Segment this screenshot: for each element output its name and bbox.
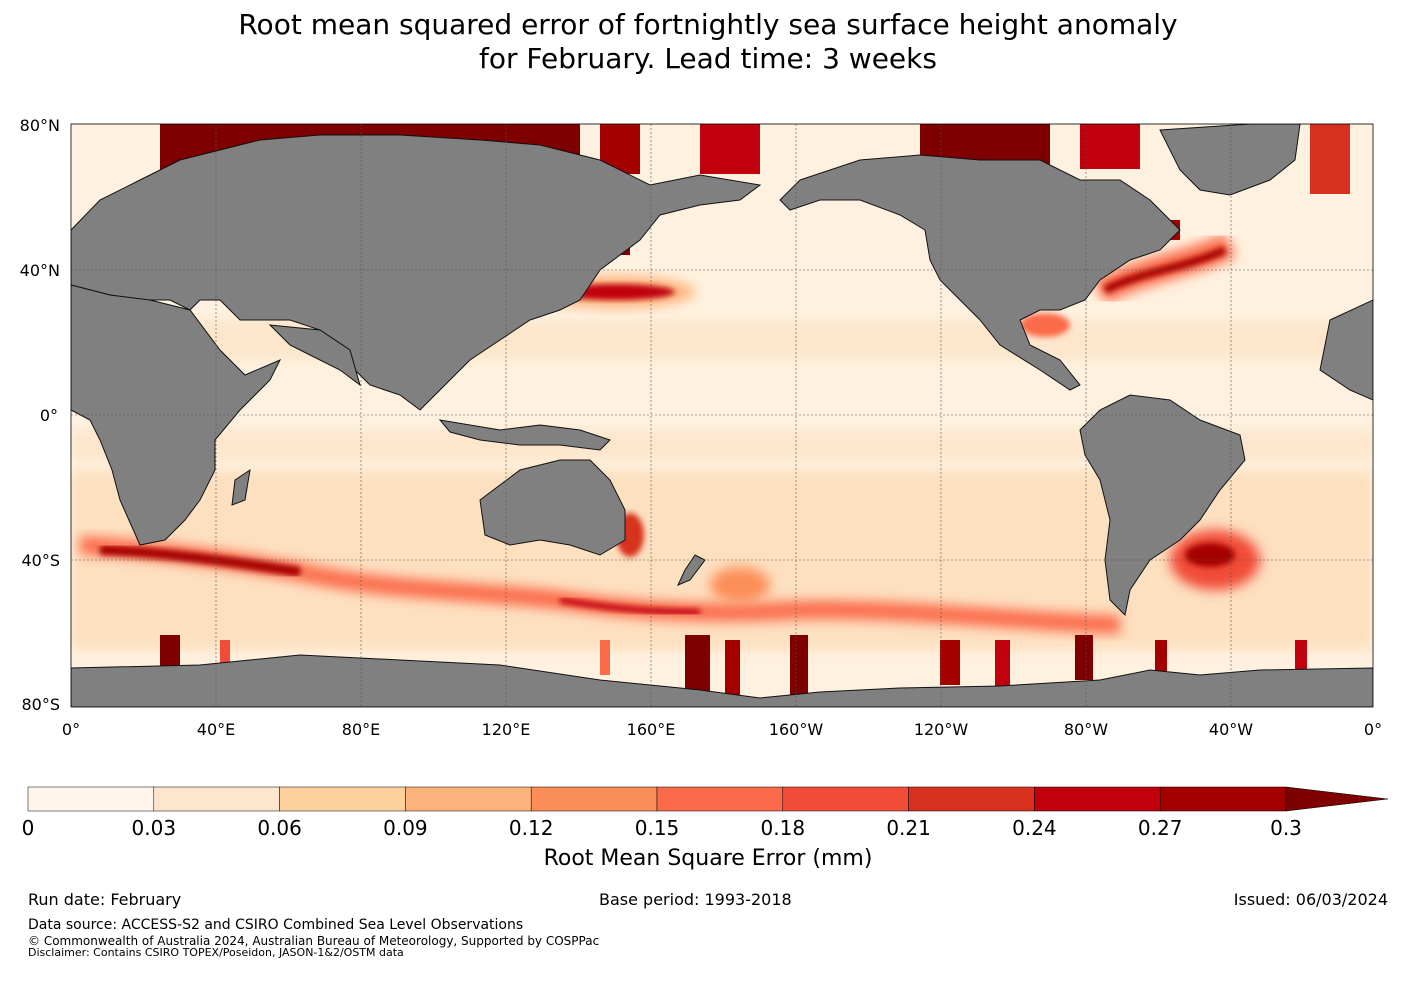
lon-label-40w: 40°W <box>1208 720 1254 739</box>
land-australia <box>479 459 626 556</box>
colorbar-extend-arrow <box>1285 786 1389 812</box>
colorbar <box>27 786 1389 812</box>
colorbar-bin-1 <box>153 786 280 812</box>
land-arabia-india <box>268 324 361 387</box>
chart-title: Root mean squared error of fortnightly s… <box>0 8 1416 76</box>
base-period: Base period: 1993-2018 <box>599 890 792 909</box>
colorbar-tick-label: 0.06 <box>257 816 302 840</box>
lon-label-80w: 80°W <box>1063 720 1109 739</box>
colorbar-tick-label: 0.27 <box>1137 816 1183 840</box>
lon-label-40e: 40°E <box>196 720 236 739</box>
lon-label-120w: 120°W <box>913 720 969 739</box>
colorbar-bin-6 <box>782 786 909 812</box>
colorbar-bin-3 <box>405 786 532 812</box>
rmse-map <box>70 123 1374 708</box>
land-south-america <box>1079 394 1246 617</box>
disclaimer: Disclaimer: Contains CSIRO TOPEX/Poseido… <box>28 946 404 959</box>
land-madagascar <box>231 468 251 506</box>
colorbar-tick-label: 0.21 <box>886 816 931 840</box>
colorbar-bin-4 <box>530 786 658 812</box>
lon-label-160e: 160°E <box>626 720 676 739</box>
colorbar-tick-label: 0.15 <box>634 816 680 840</box>
lat-label-40s: 40°S <box>21 551 60 570</box>
land-greenland <box>1159 124 1301 196</box>
map-frame <box>70 123 1374 708</box>
land-masses <box>71 124 1373 707</box>
land-new-zealand <box>677 554 706 586</box>
colorbar-tick-label: 0.3 <box>1270 816 1302 840</box>
colorbar-tick-label: 0.03 <box>131 816 177 840</box>
land-north-america <box>779 154 1181 391</box>
run-date: Run date: February <box>28 890 182 909</box>
colorbar-bin-2 <box>279 786 406 812</box>
graticule <box>71 124 1373 707</box>
title-line-2: for February. Lead time: 3 weeks <box>479 42 937 75</box>
lat-label-0: 0° <box>39 406 58 425</box>
data-source: Data source: ACCESS-S2 and CSIRO Combine… <box>28 917 524 933</box>
lon-label-0-left: 0° <box>61 720 81 739</box>
lat-label-80s: 80°S <box>21 695 60 714</box>
colorbar-bin-9 <box>1159 786 1287 812</box>
lat-label-80n: 80°N <box>19 116 60 135</box>
lon-label-80e: 80°E <box>341 720 381 739</box>
colorbar-bin-5 <box>656 786 784 812</box>
colorbar-tick-label: 0 <box>21 816 35 840</box>
lon-label-0-right: 0° <box>1363 720 1383 739</box>
land-europe-asia <box>71 134 762 411</box>
land-antarctica <box>71 654 1373 707</box>
colorbar-tick-label: 0.18 <box>760 816 806 840</box>
land-iberia-nafrica <box>1319 299 1373 401</box>
issued-date: Issued: 06/03/2024 <box>1233 890 1388 909</box>
lat-label-40n: 40°N <box>19 261 60 280</box>
colorbar-tick-label: 0.09 <box>383 816 428 840</box>
copyright: © Commonwealth of Australia 2024, Austra… <box>28 934 600 948</box>
land-indonesia <box>438 419 611 451</box>
lon-label-160w: 160°W <box>768 720 824 739</box>
colorbar-tick-label: 0.12 <box>508 816 554 840</box>
lon-label-120e: 120°E <box>481 720 531 739</box>
colorbar-bin-7 <box>908 786 1035 812</box>
colorbar-bin-8 <box>1034 786 1161 812</box>
colorbar-tick-label: 0.24 <box>1012 816 1057 840</box>
colorbar-label: Root Mean Square Error (mm) <box>543 846 873 871</box>
colorbar-bin-0 <box>27 786 155 812</box>
title-line-1: Root mean squared error of fortnightly s… <box>238 8 1178 41</box>
